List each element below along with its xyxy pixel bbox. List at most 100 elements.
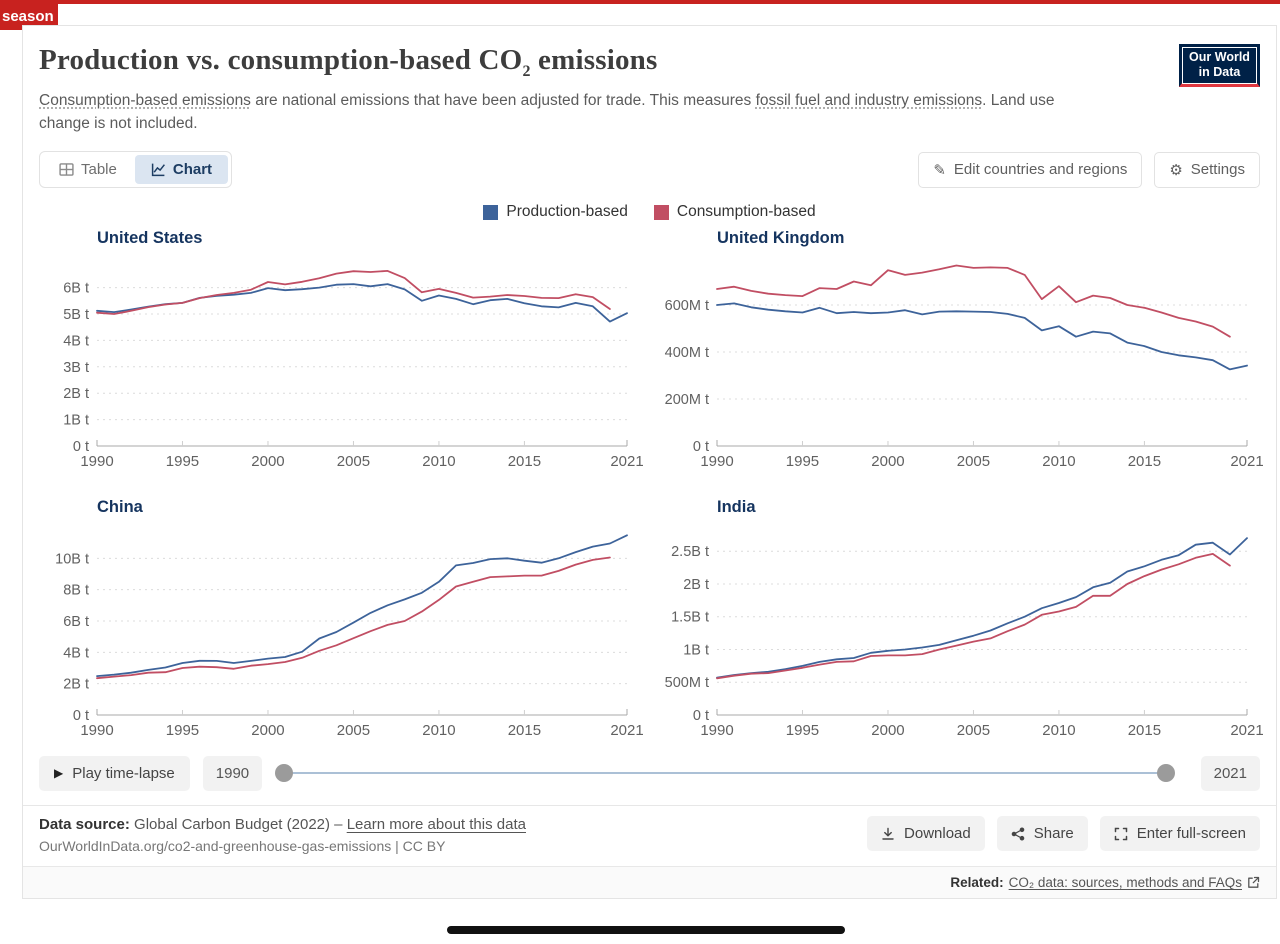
svg-text:2015: 2015 <box>1128 722 1161 739</box>
timeline-end-year[interactable]: 2021 <box>1200 755 1260 791</box>
slider-handle-start[interactable] <box>275 764 294 783</box>
svg-text:400M t: 400M t <box>665 345 709 361</box>
svg-text:2021: 2021 <box>1230 722 1263 739</box>
tab-table[interactable]: Table <box>43 155 133 185</box>
svg-text:2000: 2000 <box>871 722 904 739</box>
svg-text:2010: 2010 <box>1042 722 1075 739</box>
view-toggle: Table Chart <box>39 151 233 189</box>
card-header: Production vs. consumption-based CO2 emi… <box>23 26 1276 135</box>
svg-text:1990: 1990 <box>80 453 113 470</box>
svg-text:3B t: 3B t <box>63 360 89 376</box>
related-label: Related: <box>950 875 1004 891</box>
edit-countries-button[interactable]: ✎ Edit countries and regions <box>918 151 1143 188</box>
card-footer: Data source: Global Carbon Budget (2022)… <box>23 805 1276 866</box>
play-timelapse-button[interactable]: ▶ Play time-lapse <box>39 755 190 791</box>
svg-text:600M t: 600M t <box>665 298 709 314</box>
subtitle-link-fossil-fuel[interactable]: fossil fuel and industry emissions <box>755 91 983 109</box>
share-icon <box>1011 827 1025 841</box>
svg-text:2000: 2000 <box>251 453 284 470</box>
svg-text:4B t: 4B t <box>63 646 89 662</box>
settings-label: Settings <box>1190 161 1245 179</box>
united-states-plot[interactable]: 0 t 1B t 2B t 3B t 4B t 5B t 6B t 1990 1995 2000 2… <box>39 250 644 474</box>
legend-item-production[interactable]: Production-based <box>483 203 628 221</box>
chart-india: India 0 t 500M t 1B t 1.5B t 2B t 2.5B t 1990 1… <box>659 498 1264 743</box>
chart-title-united-states: United States <box>97 229 203 248</box>
learn-more-link[interactable]: Learn more about this data <box>346 816 526 834</box>
page-title: Production vs. consumption-based CO2 emi… <box>39 44 658 80</box>
svg-text:1995: 1995 <box>786 453 819 470</box>
chart-united-states: United States 0 t 1B t 2B t 3B t 4B t 5B t 6B … <box>39 229 643 474</box>
svg-text:1990: 1990 <box>700 722 733 739</box>
home-indicator-bar[interactable] <box>447 926 845 934</box>
svg-text:2005: 2005 <box>957 722 990 739</box>
svg-text:4B t: 4B t <box>63 334 89 350</box>
tab-chart[interactable]: Chart <box>134 155 229 185</box>
timeline-slider[interactable] <box>275 755 1175 791</box>
svg-text:2015: 2015 <box>508 453 541 470</box>
svg-text:2B t: 2B t <box>683 577 709 593</box>
svg-text:2010: 2010 <box>1042 453 1075 470</box>
owid-logo[interactable]: Our World in Data <box>1179 44 1260 87</box>
right-controls: ✎ Edit countries and regions ⚙ Settings <box>918 151 1260 188</box>
svg-text:2005: 2005 <box>337 453 370 470</box>
svg-text:2021: 2021 <box>610 453 643 470</box>
owid-logo-line1: Our World <box>1189 50 1250 64</box>
svg-text:1995: 1995 <box>166 453 199 470</box>
svg-text:500M t: 500M t <box>665 676 709 692</box>
svg-text:2.5B t: 2.5B t <box>671 545 709 561</box>
season-tab-label: season <box>2 8 54 25</box>
share-button[interactable]: Share <box>996 816 1088 852</box>
browser-top-strip <box>0 0 1280 4</box>
download-label: Download <box>904 825 971 843</box>
svg-text:10B t: 10B t <box>55 552 89 568</box>
co2-subscript: 2 <box>522 62 531 80</box>
svg-text:2015: 2015 <box>1128 453 1161 470</box>
enter-fullscreen-button[interactable]: Enter full-screen <box>1099 816 1260 852</box>
chart-title-united-kingdom: United Kingdom <box>717 229 845 248</box>
source-block: Data source: Global Carbon Budget (2022)… <box>39 816 526 854</box>
data-source-label: Data source: <box>39 816 130 834</box>
related-bar: Related: CO₂ data: sources, methods and … <box>23 866 1276 899</box>
svg-text:6B t: 6B t <box>63 614 89 630</box>
svg-text:1990: 1990 <box>700 453 733 470</box>
chart-legend: Production-based Consumption-based <box>23 203 1276 221</box>
india-plot[interactable]: 0 t 500M t 1B t 1.5B t 2B t 2.5B t 1990 1995 200… <box>659 519 1264 743</box>
timeline-start-year[interactable]: 1990 <box>202 755 263 791</box>
consumption-legend-swatch <box>653 204 669 220</box>
grapher-card: Production vs. consumption-based CO2 emi… <box>22 25 1277 900</box>
download-icon <box>882 827 894 840</box>
svg-text:2010: 2010 <box>422 722 455 739</box>
chart-subtitle: Consumption-based emissions are national… <box>39 91 1055 133</box>
svg-text:200M t: 200M t <box>665 392 709 408</box>
svg-text:0 t: 0 t <box>693 708 709 724</box>
settings-button[interactable]: ⚙ Settings <box>1154 151 1260 188</box>
timeline-row: ▶ Play time-lapse 1990 2021 <box>23 755 1276 791</box>
related-link[interactable]: CO₂ data: sources, methods and FAQs <box>1008 875 1242 891</box>
data-source-line: Data source: Global Carbon Budget (2022)… <box>39 816 526 834</box>
svg-text:1995: 1995 <box>166 722 199 739</box>
svg-text:2015: 2015 <box>508 722 541 739</box>
slider-track[interactable] <box>284 772 1166 775</box>
legend-item-consumption[interactable]: Consumption-based <box>653 203 816 221</box>
svg-text:2021: 2021 <box>610 722 643 739</box>
charts-grid: United States 0 t 1B t 2B t 3B t 4B t 5B t 6B … <box>23 229 1276 743</box>
download-button[interactable]: Download <box>867 816 985 852</box>
chart-china: China 0 t 2B t 4B t 6B t 8B t 10B t 1990 1995 20… <box>39 498 644 743</box>
united-kingdom-plot[interactable]: 0 t 200M t 400M t 600M t 1990 1995 2000 2005 201… <box>659 250 1264 474</box>
china-plot[interactable]: 0 t 2B t 4B t 6B t 8B t 10B t 1990 1995 2000 2005… <box>39 519 644 743</box>
gear-icon: ⚙ <box>1169 161 1183 179</box>
svg-text:2021: 2021 <box>1230 453 1263 470</box>
svg-text:2B t: 2B t <box>63 677 89 693</box>
svg-text:1995: 1995 <box>786 722 819 739</box>
citation-line: OurWorldInData.org/co2-and-greenhouse-ga… <box>39 838 446 855</box>
chart-united-kingdom: United Kingdom 0 t 200M t 400M t 600M t 1990… <box>659 229 1264 474</box>
svg-text:2005: 2005 <box>337 722 370 739</box>
production-legend-label: Production-based <box>506 203 628 221</box>
enter-fullscreen-label: Enter full-screen <box>1136 825 1246 843</box>
slider-handle-end[interactable] <box>1156 764 1175 783</box>
svg-text:8B t: 8B t <box>63 583 89 599</box>
svg-text:1B t: 1B t <box>63 413 89 429</box>
svg-text:1.5B t: 1.5B t <box>671 610 709 626</box>
svg-text:2B t: 2B t <box>63 386 89 402</box>
subtitle-link-consumption-based[interactable]: Consumption-based emissions <box>39 91 251 109</box>
